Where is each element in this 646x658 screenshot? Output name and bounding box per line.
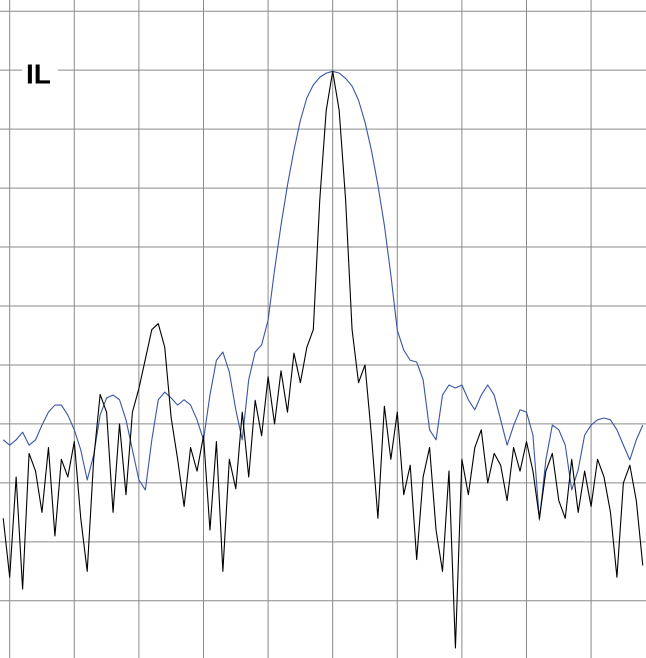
plot-area	[2, 70, 644, 649]
chart-title: IL	[26, 58, 51, 89]
series-line	[2, 70, 644, 521]
title-background	[22, 58, 58, 92]
series-line	[2, 70, 644, 649]
